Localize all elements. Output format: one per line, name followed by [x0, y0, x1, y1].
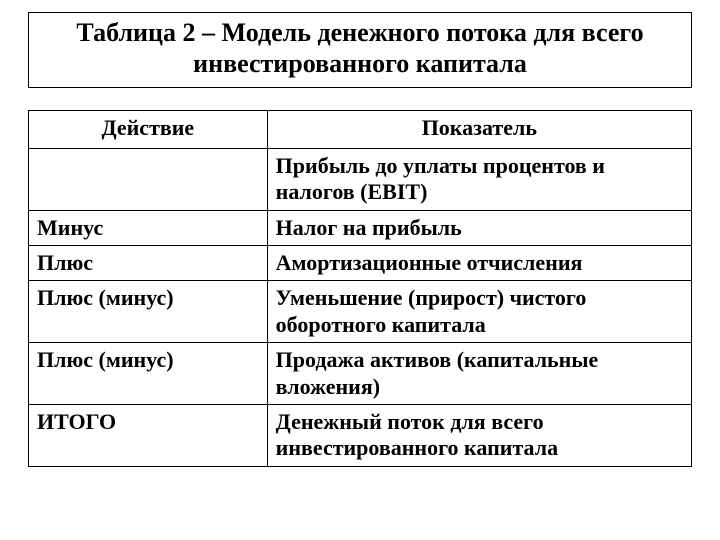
cashflow-table: Действие Показатель Прибыль до уплаты пр… — [28, 110, 692, 466]
cell-indicator: Уменьшение (прирост) чистого оборотного … — [267, 281, 691, 343]
table-row: Плюс Амортизационные отчисления — [29, 245, 692, 280]
cell-action: ИТОГО — [29, 404, 268, 466]
header-indicator: Показатель — [267, 111, 691, 148]
table-header-row: Действие Показатель — [29, 111, 692, 148]
table-row: ИТОГО Денежный поток для всего инвестиро… — [29, 404, 692, 466]
cell-indicator: Налог на прибыль — [267, 210, 691, 245]
table-row: Плюс (минус) Уменьшение (прирост) чистог… — [29, 281, 692, 343]
table-row: Прибыль до уплаты процентов и налогов (E… — [29, 148, 692, 210]
cell-indicator: Денежный поток для всего инвестированног… — [267, 404, 691, 466]
cell-indicator: Продажа активов (капитальные вложения) — [267, 343, 691, 405]
cell-indicator: Прибыль до уплаты процентов и налогов (E… — [267, 148, 691, 210]
cell-indicator: Амортизационные отчисления — [267, 245, 691, 280]
title-container: Таблица 2 – Модель денежного потока для … — [28, 12, 692, 88]
page-title: Таблица 2 – Модель денежного потока для … — [39, 17, 681, 79]
cell-action — [29, 148, 268, 210]
header-action: Действие — [29, 111, 268, 148]
cell-action: Минус — [29, 210, 268, 245]
table-row: Плюс (минус) Продажа активов (капитальны… — [29, 343, 692, 405]
cell-action: Плюс (минус) — [29, 343, 268, 405]
table-row: Минус Налог на прибыль — [29, 210, 692, 245]
cell-action: Плюс — [29, 245, 268, 280]
cell-action: Плюс (минус) — [29, 281, 268, 343]
